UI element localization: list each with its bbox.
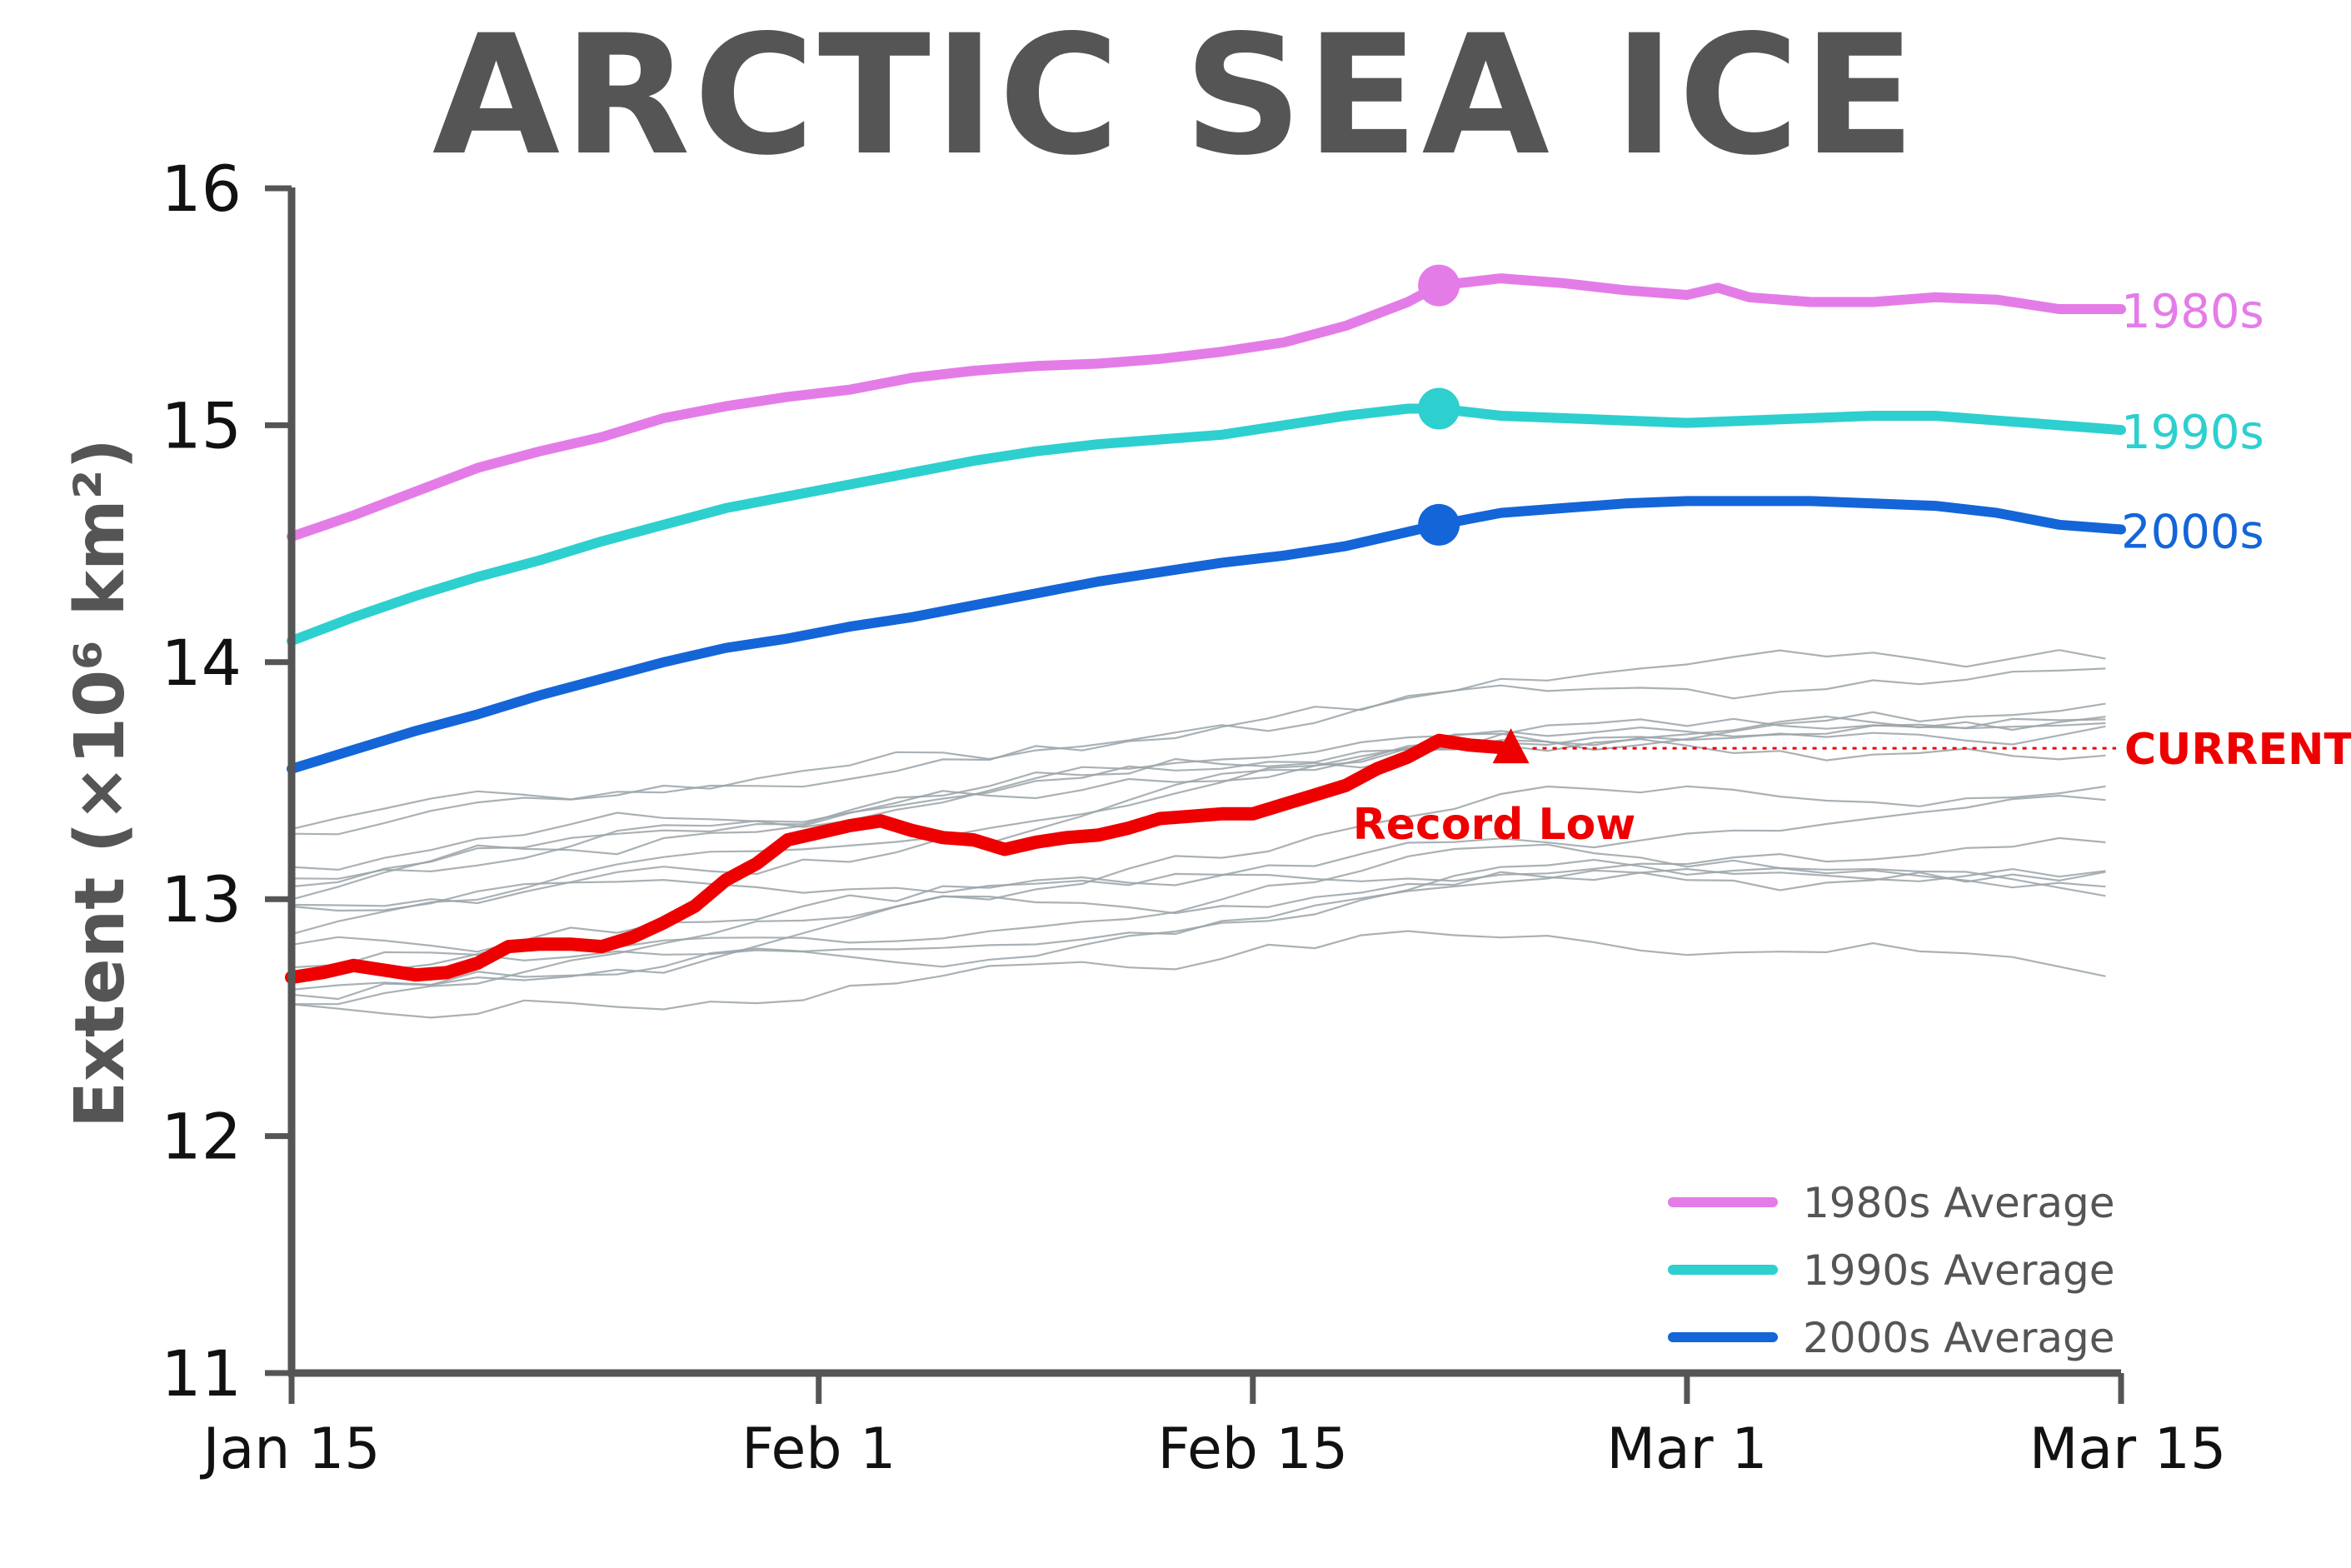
background-year-line: [291, 858, 2106, 980]
series-marker: [1418, 503, 1460, 546]
chart-title: ARCTIC SEA ICE: [432, 0, 1919, 192]
background-year-lines: [291, 649, 2106, 1019]
background-year-line: [292, 785, 2106, 1006]
series-marker: [1418, 387, 1460, 430]
legend: 1980s Average 1990s Average 2000s Average: [1668, 1179, 2115, 1362]
y-tick-label: 13: [161, 862, 242, 936]
legend-label: 1990s Average: [1803, 1246, 2115, 1295]
background-year-line: [291, 667, 2106, 836]
series-end-label: 1980s: [2121, 285, 2264, 339]
y-tick-label: 15: [161, 388, 242, 462]
series-end-label: 1990s: [2121, 406, 2264, 460]
background-year-line: [291, 715, 2106, 936]
x-tick-label: Feb 15: [1158, 1416, 1349, 1482]
record-low-annotation: Record Low: [1353, 800, 1636, 850]
background-year-line: [291, 930, 2106, 1019]
x-tick-label: Mar 15: [2029, 1416, 2226, 1482]
x-tick-label: Feb 1: [741, 1416, 896, 1482]
background-year-line: [291, 649, 2106, 831]
legend-label: 2000s Average: [1803, 1314, 2115, 1362]
series-marker: [1418, 264, 1460, 307]
current-label: CURRENT: [2124, 725, 2351, 775]
y-ticks: 11 12 13 14 15 16: [161, 152, 292, 1411]
y-tick-label: 12: [161, 1100, 242, 1174]
background-year-line: [291, 722, 2106, 871]
current-triangle-marker: [1492, 728, 1530, 764]
series-line: [287, 403, 2126, 647]
series-line: [287, 496, 2126, 774]
y-axis-label: Extent (×10⁶ km²): [61, 438, 140, 1128]
series-end-labels: 1980s 1990s 2000s: [2121, 285, 2264, 559]
y-tick-label: 16: [161, 152, 242, 226]
series-end-label: 2000s: [2121, 506, 2264, 560]
series-markers: [1418, 264, 1460, 546]
y-tick-label: 11: [161, 1336, 242, 1411]
x-ticks: Jan 15 Feb 1 Feb 15 Mar 1 Mar 15: [200, 1373, 2226, 1482]
background-year-line: [291, 702, 2106, 880]
x-tick-label: Jan 15: [200, 1416, 381, 1482]
background-year-line: [291, 871, 2106, 1001]
background-year-line: [291, 717, 2106, 901]
series-lines: [285, 273, 2126, 985]
y-tick-label: 14: [161, 626, 242, 700]
background-year-line: [291, 725, 2106, 907]
series-line: [285, 733, 1508, 985]
legend-label: 1980s Average: [1803, 1179, 2115, 1227]
background-year-line: [291, 836, 2106, 912]
background-year-line: [291, 794, 2106, 953]
x-tick-label: Mar 1: [1606, 1416, 1767, 1482]
series-line: [287, 273, 2126, 542]
